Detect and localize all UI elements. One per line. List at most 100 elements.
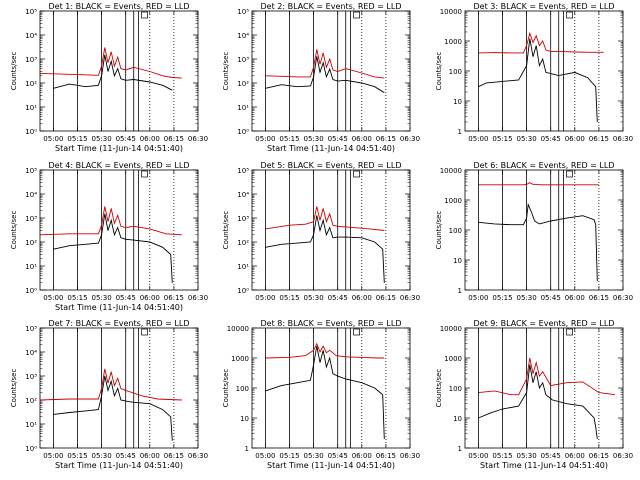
x-tick-label: 05:45 xyxy=(328,452,348,460)
x-tick-label: 05:45 xyxy=(328,294,348,302)
x-tick-label: 06:15 xyxy=(164,294,184,302)
y-tick-label: 10³ xyxy=(25,215,37,223)
x-tick-label: 05:45 xyxy=(541,135,561,143)
x-tick-label: 06:00 xyxy=(352,452,372,460)
x-tick-label: 05:00 xyxy=(255,135,275,143)
x-tick-label: 06:00 xyxy=(140,135,160,143)
x-tick-label: 06:30 xyxy=(400,452,420,460)
y-tick-label: 1 xyxy=(245,445,249,453)
chart-panel-7: Det 7: BLACK = Events, RED = LLD 10⁰ 10¹ 10… xyxy=(10,319,208,470)
chart-panel-3: Det 3: BLACK = Events, RED = LLD 1 10 100 10… xyxy=(435,2,633,143)
y-tick-label: 10⁰ xyxy=(25,287,37,295)
x-tick-label: 06:00 xyxy=(565,135,585,143)
x-tick-label: 05:15 xyxy=(492,294,512,302)
series-lld-line xyxy=(478,182,599,186)
y-tick-label: 10¹ xyxy=(25,421,37,429)
x-tick-label: 06:15 xyxy=(376,135,396,143)
x-tick-label: 06:30 xyxy=(188,294,208,302)
chart-panel-9: Det 9: BLACK = Events, RED = LLD 1 10 100 10… xyxy=(435,319,633,470)
plot-frame xyxy=(251,169,411,291)
marker-box xyxy=(353,328,360,336)
x-tick-label: 05:00 xyxy=(43,135,63,143)
x-tick-label: 05:45 xyxy=(541,294,561,302)
y-tick-label: 10⁴ xyxy=(237,191,249,199)
y-tick-label: 10³ xyxy=(237,215,249,223)
x-tick-label: 05:00 xyxy=(255,294,275,302)
x-tick-label: 05:15 xyxy=(67,452,87,460)
series-events-line xyxy=(265,346,385,440)
x-tick-label: 05:30 xyxy=(303,135,323,143)
x-axis-label: Start Time (11-Jun-14 04:51:40) xyxy=(267,144,395,153)
x-tick-label: 05:30 xyxy=(516,452,536,460)
x-tick-label: 06:00 xyxy=(140,294,160,302)
x-tick-label: 06:30 xyxy=(400,294,420,302)
chart-title: Det 2: BLACK = Events, RED = LLD xyxy=(261,2,402,11)
x-tick-label: 05:15 xyxy=(67,294,87,302)
y-tick-label: 10 xyxy=(453,98,462,106)
x-axis-label: Start Time (11-Jun-14 04:51:40) xyxy=(55,461,183,470)
y-tick-label: 1 xyxy=(458,445,462,453)
plot-frame xyxy=(464,10,624,132)
plot-frame xyxy=(39,10,199,132)
x-tick-label: 05:30 xyxy=(91,135,111,143)
y-tick-label: 10⁴ xyxy=(25,191,37,199)
series-events-line xyxy=(265,215,385,283)
y-tick-label: 1 xyxy=(458,128,462,136)
plot-frame xyxy=(251,327,411,449)
y-tick-label: 10¹ xyxy=(25,263,37,271)
y-tick-label: 10⁴ xyxy=(25,32,37,40)
series-lld-line xyxy=(265,206,385,231)
x-axis-label: Start Time (11-Jun-14 04:51:40) xyxy=(480,461,608,470)
x-tick-label: 06:00 xyxy=(565,452,585,460)
y-tick-label: 10¹ xyxy=(25,104,37,112)
chart-title: Det 9: BLACK = Events, RED = LLD xyxy=(474,319,615,328)
plot-frame xyxy=(39,327,199,449)
series-events-line xyxy=(478,364,598,440)
x-tick-label: 05:00 xyxy=(468,294,488,302)
y-tick-label: 100 xyxy=(449,227,462,235)
y-tick-label: 100 xyxy=(449,385,462,393)
y-tick-label: 10⁰ xyxy=(237,287,249,295)
y-tick-label: 1000 xyxy=(444,355,462,363)
x-tick-label: 05:45 xyxy=(116,294,136,302)
y-tick-label: 10 xyxy=(240,415,249,423)
x-tick-label: 06:00 xyxy=(352,294,372,302)
plot-frame xyxy=(251,10,411,132)
x-tick-label: 05:15 xyxy=(279,294,299,302)
series-lld-line xyxy=(265,49,385,79)
marker-box xyxy=(566,328,573,336)
chart-title: Det 8: BLACK = Events, RED = LLD xyxy=(261,319,402,328)
y-axis-label: Counts/sec xyxy=(435,369,443,408)
y-tick-label: 10⁰ xyxy=(237,128,249,136)
x-tick-label: 05:15 xyxy=(492,452,512,460)
plot-frame xyxy=(464,169,624,291)
x-tick-label: 06:00 xyxy=(352,135,372,143)
series-events-line xyxy=(53,54,173,91)
x-tick-label: 06:30 xyxy=(613,135,633,143)
chart-title: Det 4: BLACK = Events, RED = LLD xyxy=(49,161,190,170)
x-tick-label: 06:30 xyxy=(188,452,208,460)
y-tick-label: 100 xyxy=(236,385,249,393)
series-lld-line xyxy=(478,31,604,54)
x-tick-label: 05:30 xyxy=(303,294,323,302)
y-axis-label: Counts/sec xyxy=(222,211,230,250)
marker-box xyxy=(141,328,148,336)
x-tick-label: 05:30 xyxy=(303,452,323,460)
y-tick-label: 10³ xyxy=(237,56,249,64)
series-lld-line xyxy=(40,368,182,401)
y-tick-label: 10¹ xyxy=(237,263,249,271)
y-tick-label: 10 xyxy=(453,415,462,423)
series-events-line xyxy=(53,213,173,283)
chart-title: Det 1: BLACK = Events, RED = LLD xyxy=(49,2,190,11)
y-tick-label: 10³ xyxy=(25,56,37,64)
marker-box xyxy=(566,170,573,178)
y-tick-label: 10³ xyxy=(25,373,37,381)
y-axis-label: Counts/sec xyxy=(10,52,18,91)
series-events-line xyxy=(265,56,385,93)
x-tick-label: 05:00 xyxy=(468,452,488,460)
chart-panel-2: Det 2: BLACK = Events, RED = LLD 10⁰ 10¹ 10… xyxy=(222,2,420,153)
y-tick-label: 10² xyxy=(237,80,249,88)
x-tick-label: 06:15 xyxy=(376,294,396,302)
marker-box xyxy=(141,11,148,19)
series-lld-line xyxy=(265,342,385,359)
